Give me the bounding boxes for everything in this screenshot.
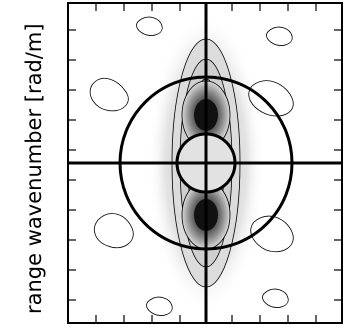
noise-contour [94,213,134,249]
noise-contour [89,77,129,112]
noise-contour [262,288,289,308]
noise-contour [136,16,163,36]
noise-contour [146,296,173,316]
noise-contour [248,80,294,117]
noise-contour [250,215,294,253]
noise-contour [266,26,293,46]
frame-ticks [68,3,342,323]
y-axis-label: range wavenumber [rad/m] [22,23,46,314]
